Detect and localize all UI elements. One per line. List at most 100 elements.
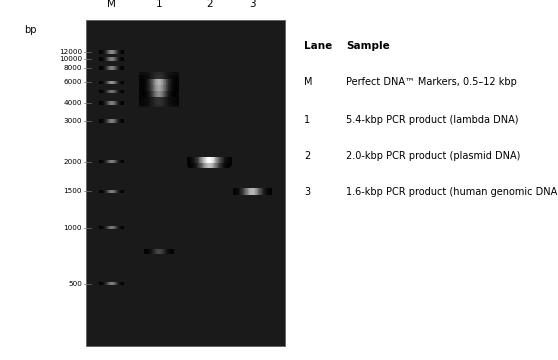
Text: 2: 2	[304, 151, 310, 161]
Bar	[162, 79, 163, 86]
Bar	[159, 79, 160, 86]
Bar	[159, 99, 160, 105]
Bar	[167, 83, 169, 89]
Bar	[173, 88, 174, 94]
Bar	[177, 78, 178, 84]
Text: Lane: Lane	[304, 41, 333, 51]
Bar	[175, 102, 176, 107]
Bar	[154, 85, 155, 91]
Bar	[224, 163, 225, 168]
Bar	[157, 91, 158, 97]
Bar	[203, 157, 204, 166]
Bar	[157, 94, 158, 99]
Bar	[148, 83, 149, 89]
Bar	[165, 80, 166, 86]
Bar	[146, 85, 147, 91]
Bar	[236, 188, 237, 195]
Bar	[176, 80, 177, 86]
Bar	[222, 157, 223, 166]
Bar	[173, 75, 174, 81]
Bar	[218, 157, 219, 166]
Bar	[178, 88, 179, 94]
Bar	[157, 78, 158, 84]
Bar	[146, 91, 147, 97]
Bar	[239, 188, 240, 195]
Bar	[159, 96, 160, 102]
Bar	[178, 75, 179, 81]
Bar	[172, 96, 173, 102]
Bar	[268, 188, 270, 195]
Text: Sample: Sample	[346, 41, 389, 51]
Bar	[262, 188, 263, 195]
Bar	[149, 99, 150, 105]
Bar	[155, 83, 156, 89]
Bar	[157, 72, 158, 78]
Bar	[143, 91, 144, 97]
Bar	[172, 99, 173, 105]
Bar	[160, 83, 161, 89]
Bar	[169, 75, 170, 81]
Bar	[153, 79, 154, 86]
Bar	[157, 85, 158, 91]
Bar	[147, 94, 148, 99]
Bar	[146, 72, 147, 78]
Bar	[153, 75, 155, 81]
Bar	[152, 75, 153, 81]
Bar	[169, 80, 170, 86]
Bar	[195, 157, 196, 166]
Bar	[152, 79, 153, 86]
Bar	[170, 99, 171, 105]
Bar	[156, 91, 157, 97]
Bar	[215, 157, 217, 166]
Bar	[178, 80, 179, 86]
Bar	[174, 99, 175, 105]
Bar	[153, 96, 155, 102]
Bar	[172, 91, 173, 97]
Bar	[172, 91, 173, 97]
Bar	[141, 85, 142, 91]
Bar	[152, 99, 153, 105]
Bar	[216, 163, 217, 168]
Bar	[142, 80, 143, 86]
Bar	[146, 94, 147, 99]
Bar	[170, 85, 171, 91]
Bar	[146, 88, 147, 94]
Bar	[157, 102, 158, 107]
Bar	[244, 188, 245, 195]
Bar	[162, 72, 163, 78]
Bar	[207, 163, 208, 168]
Bar	[172, 79, 173, 86]
Bar	[147, 86, 148, 91]
Bar	[271, 188, 272, 195]
Text: 3000: 3000	[64, 118, 82, 124]
Bar	[163, 85, 164, 91]
Bar	[144, 91, 145, 97]
Bar	[171, 96, 172, 102]
Bar	[240, 188, 241, 195]
Bar	[168, 85, 169, 91]
Bar	[167, 91, 169, 97]
Text: 6000: 6000	[64, 79, 82, 85]
Bar	[155, 91, 156, 97]
Bar	[160, 91, 161, 97]
Bar	[169, 86, 170, 91]
Bar	[153, 99, 155, 105]
Bar	[146, 83, 147, 89]
Bar	[170, 102, 171, 107]
Bar	[162, 83, 163, 89]
Bar	[176, 86, 177, 91]
Bar	[146, 99, 147, 105]
Bar	[158, 91, 159, 97]
Bar	[173, 86, 174, 91]
Bar	[249, 188, 250, 195]
Bar	[176, 94, 177, 99]
Bar	[177, 91, 178, 97]
Bar	[144, 72, 145, 78]
Bar	[171, 79, 172, 86]
Bar	[142, 91, 143, 97]
Bar	[149, 86, 150, 91]
Bar	[86, 20, 285, 346]
Bar	[143, 78, 144, 84]
Bar	[159, 88, 160, 94]
Bar	[176, 88, 177, 94]
